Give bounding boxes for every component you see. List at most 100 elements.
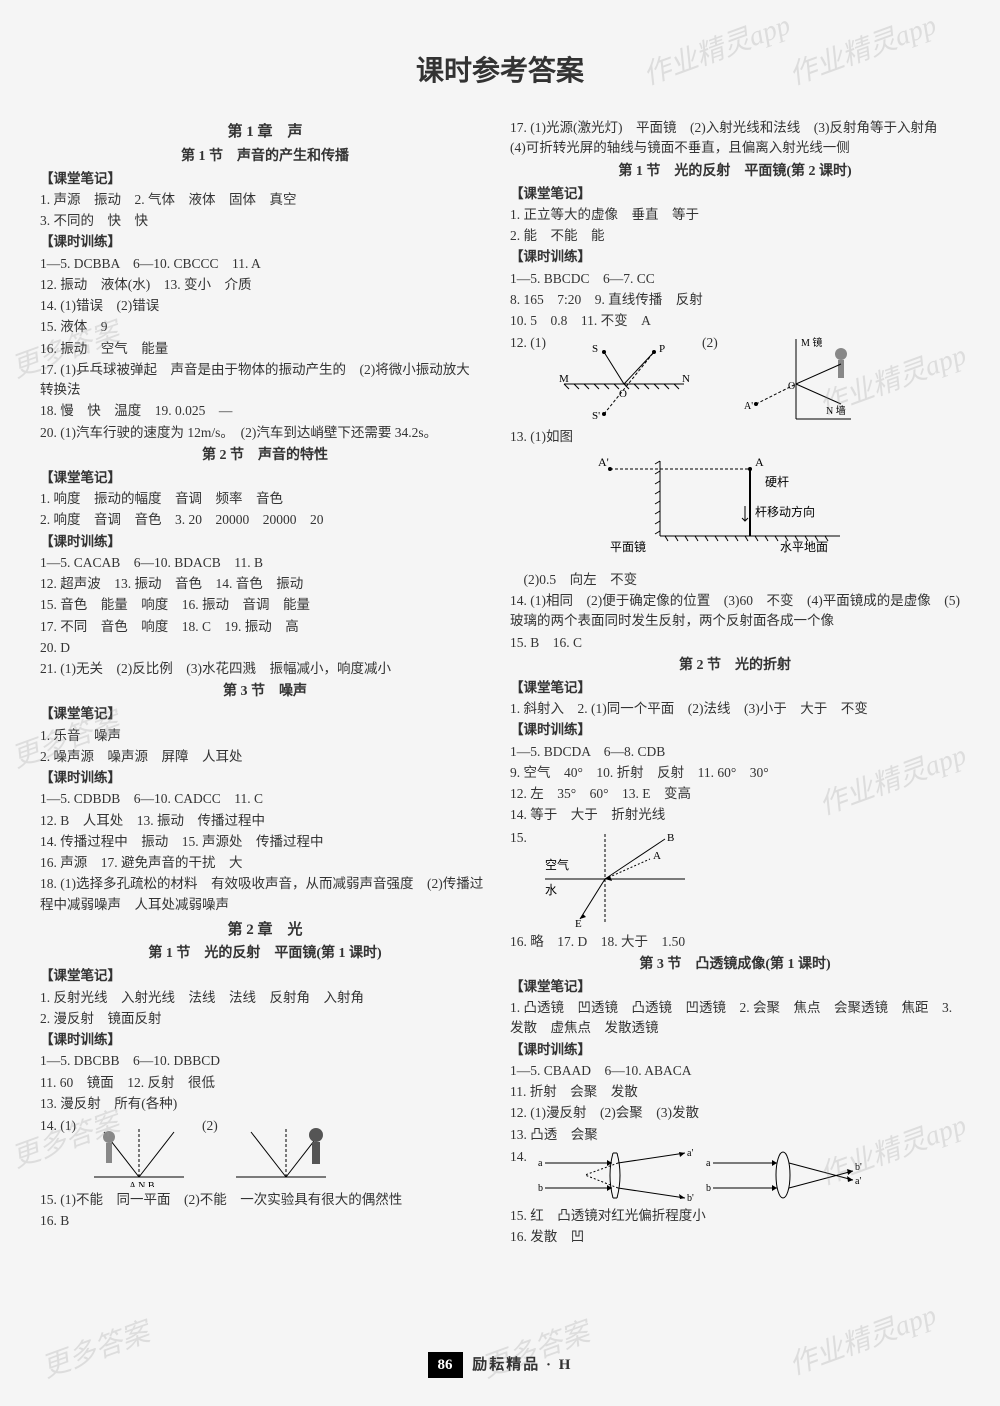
section-title: 第 2 节 声音的特性 xyxy=(40,445,490,466)
notes-header: 【课堂笔记】 xyxy=(40,704,490,724)
notes-header: 【课堂笔记】 xyxy=(40,468,490,488)
svg-text:a: a xyxy=(538,1158,543,1169)
answer-line: 15. xyxy=(510,828,527,848)
answer-line: 18. 慢 快 温度 19. 0.025 — xyxy=(40,401,490,421)
answer-line: 14. 传播过程中 振动 15. 声源处 传播过程中 xyxy=(40,832,490,852)
svg-text:a: a xyxy=(706,1158,711,1169)
svg-text:b: b xyxy=(706,1183,711,1194)
answer-line: 2. 响度 音调 音色 3. 20 20000 20000 20 xyxy=(40,510,490,530)
notes-header: 【课堂笔记】 xyxy=(510,977,960,997)
section-title: 第 3 节 凸透镜成像(第 1 课时) xyxy=(510,954,960,975)
answer-line: 17. (1)光源(激光灯) 平面镜 (2)入射光线和法线 (3)反射角等于入射… xyxy=(510,118,960,159)
answer-line: 15. (1)不能 同一平面 (2)不能 一次实验具有很大的偶然性 xyxy=(40,1190,490,1210)
section-title: 第 3 节 噪声 xyxy=(40,681,490,702)
diagram-q13: A' A 硬杆 杆移动方向 平面镜 水平地面 xyxy=(550,451,850,561)
svg-text:M 镜: M 镜 xyxy=(801,336,822,349)
answer-line: 20. (1)汽车行驶的速度为 12m/s。 (2)汽车到达峭壁下还需要 34.… xyxy=(40,423,490,443)
answer-line: 12. (1) xyxy=(510,333,546,353)
answer-line: 1—5. DBCBB 6—10. DBBCD xyxy=(40,1051,490,1071)
answer-line: 16. 发散 凹 xyxy=(510,1227,960,1247)
svg-text:B: B xyxy=(667,832,674,844)
chapter-title: 第 1 章 声 xyxy=(40,121,490,144)
answer-line: 14. 等于 大于 折射光线 xyxy=(510,805,960,825)
svg-text:A: A xyxy=(755,455,764,469)
answer-line: 11. 折射 会聚 发散 xyxy=(510,1082,960,1102)
diagram-mirror-1: M N O S P S' xyxy=(554,334,694,424)
answer-line: 12. B 人耳处 13. 振动 传播过程中 xyxy=(40,811,490,831)
svg-text:N: N xyxy=(682,373,690,385)
answer-line: 20. D xyxy=(40,638,490,658)
diagram-mirror-2: M 镜 N 墙 O A' xyxy=(726,334,856,424)
section-title: 第 1 节 光的反射 平面镜(第 2 课时) xyxy=(510,161,960,182)
svg-text:b': b' xyxy=(687,1193,694,1203)
right-column: 17. (1)光源(激光灯) 平面镜 (2)入射光线和法线 (3)反射角等于入射… xyxy=(510,117,960,1248)
answer-line: 1—5. CACAB 6—10. BDACB 11. B xyxy=(40,553,490,573)
train-header: 【课时训练】 xyxy=(510,247,960,267)
answer-line: 21. (1)无关 (2)反比例 (3)水花四溅 振幅减小，响度减小 xyxy=(40,659,490,679)
answer-line: 9. 空气 40° 10. 折射 反射 11. 60° 30° xyxy=(510,763,960,783)
answer-line: 13. (1)如图 xyxy=(510,427,960,447)
answer-line: 15. B 16. C xyxy=(510,633,960,653)
answer-line: 17. (1)乒乓球被弹起 声音是由于物体的振动产生的 (2)将微小振动放大 转… xyxy=(40,360,490,401)
answer-line: 1—5. BDCDA 6—8. CDB xyxy=(510,742,960,762)
svg-text:水平地面: 水平地面 xyxy=(780,540,828,554)
answer-line: 14. (1)错误 (2)错误 xyxy=(40,296,490,316)
answer-line: 12. 振动 液体(水) 13. 变小 介质 xyxy=(40,275,490,295)
answer-line: 12. 超声波 13. 振动 音色 14. 音色 振动 xyxy=(40,574,490,594)
answer-line: 1. 正立等大的虚像 垂直 等于 xyxy=(510,205,960,225)
footer-text: 励耘精品 · H xyxy=(472,1357,572,1373)
section-title: 第 1 节 声音的产生和传播 xyxy=(40,146,490,167)
answer-line: 15. 红 凸透镜对红光偏折程度小 xyxy=(510,1206,960,1226)
answer-line: 10. 5 0.8 11. 不变 A xyxy=(510,311,960,331)
svg-text:A': A' xyxy=(598,455,609,469)
page-number: 86 xyxy=(428,1352,463,1379)
diagram-concave-lens: a b a' b' xyxy=(535,1148,695,1203)
answer-line: 1—5. BBCDC 6—7. CC xyxy=(510,269,960,289)
svg-text:N 墙: N 墙 xyxy=(826,404,846,417)
answer-line: (2) xyxy=(202,1116,218,1136)
answer-line: 18. (1)选择多孔疏松的材料 有效吸收声音，从而减弱声音强度 (2)传播过程… xyxy=(40,874,490,915)
answer-line: 1. 凸透镜 凹透镜 凸透镜 凹透镜 2. 会聚 焦点 会聚透镜 焦距 3. 发… xyxy=(510,998,960,1039)
answer-line: 3. 不同的 快 快 xyxy=(40,211,490,231)
notes-header: 【课堂笔记】 xyxy=(40,966,490,986)
svg-text:空气: 空气 xyxy=(545,857,569,872)
svg-text:A N B: A N B xyxy=(129,1181,155,1187)
answer-line: 16. 振动 空气 能量 xyxy=(40,339,490,359)
svg-text:O: O xyxy=(788,381,795,392)
svg-text:S: S xyxy=(592,343,598,355)
notes-header: 【课堂笔记】 xyxy=(40,169,490,189)
diagram-reflection-2 xyxy=(226,1117,336,1187)
content-columns: 第 1 章 声 第 1 节 声音的产生和传播 【课堂笔记】 1. 声源 振动 2… xyxy=(40,117,960,1248)
svg-text:a': a' xyxy=(687,1148,693,1159)
notes-header: 【课堂笔记】 xyxy=(510,184,960,204)
svg-text:A: A xyxy=(653,850,661,862)
diagram-reflection-1: A N B xyxy=(84,1117,194,1187)
answer-line: 11. 60 镜面 12. 反射 很低 xyxy=(40,1073,490,1093)
answer-line: 15. 液体 9 xyxy=(40,317,490,337)
train-header: 【课时训练】 xyxy=(40,1030,490,1050)
answer-line: 1. 反射光线 入射光线 法线 法线 反射角 入射角 xyxy=(40,988,490,1008)
answer-line: 1. 乐音 噪声 xyxy=(40,726,490,746)
answer-line: 2. 噪声源 噪声源 屏障 人耳处 xyxy=(40,747,490,767)
answer-line: 14. (1)相同 (2)便于确定像的位置 (3)60 不变 (4)平面镜成的是… xyxy=(510,591,960,632)
answer-line: 1. 斜射入 2. (1)同一个平面 (2)法线 (3)小于 大于 不变 xyxy=(510,699,960,719)
svg-text:b: b xyxy=(538,1183,543,1194)
answer-line: 2. 漫反射 镜面反射 xyxy=(40,1009,490,1029)
notes-header: 【课堂笔记】 xyxy=(510,678,960,698)
answer-line: (2)0.5 向左 不变 xyxy=(510,570,960,590)
section-title: 第 2 节 光的折射 xyxy=(510,655,960,676)
answer-line: 12. (1)漫反射 (2)会聚 (3)发散 xyxy=(510,1103,960,1123)
svg-text:E: E xyxy=(575,918,582,929)
section-title: 第 1 节 光的反射 平面镜(第 1 课时) xyxy=(40,943,490,964)
answer-line: 1—5. CDBDB 6—10. CADCC 11. C xyxy=(40,789,490,809)
svg-text:硬杆: 硬杆 xyxy=(765,475,789,489)
answer-line: 16. 声源 17. 避免声音的干扰 大 xyxy=(40,853,490,873)
page-title: 课时参考答案 xyxy=(40,50,960,92)
train-header: 【课时训练】 xyxy=(40,532,490,552)
train-header: 【课时训练】 xyxy=(40,232,490,252)
answer-line: 16. B xyxy=(40,1211,490,1231)
svg-text:a': a' xyxy=(855,1176,861,1187)
answer-line: 8. 165 7:20 9. 直线传播 反射 xyxy=(510,290,960,310)
left-column: 第 1 章 声 第 1 节 声音的产生和传播 【课堂笔记】 1. 声源 振动 2… xyxy=(40,117,490,1248)
svg-text:M: M xyxy=(559,373,569,385)
